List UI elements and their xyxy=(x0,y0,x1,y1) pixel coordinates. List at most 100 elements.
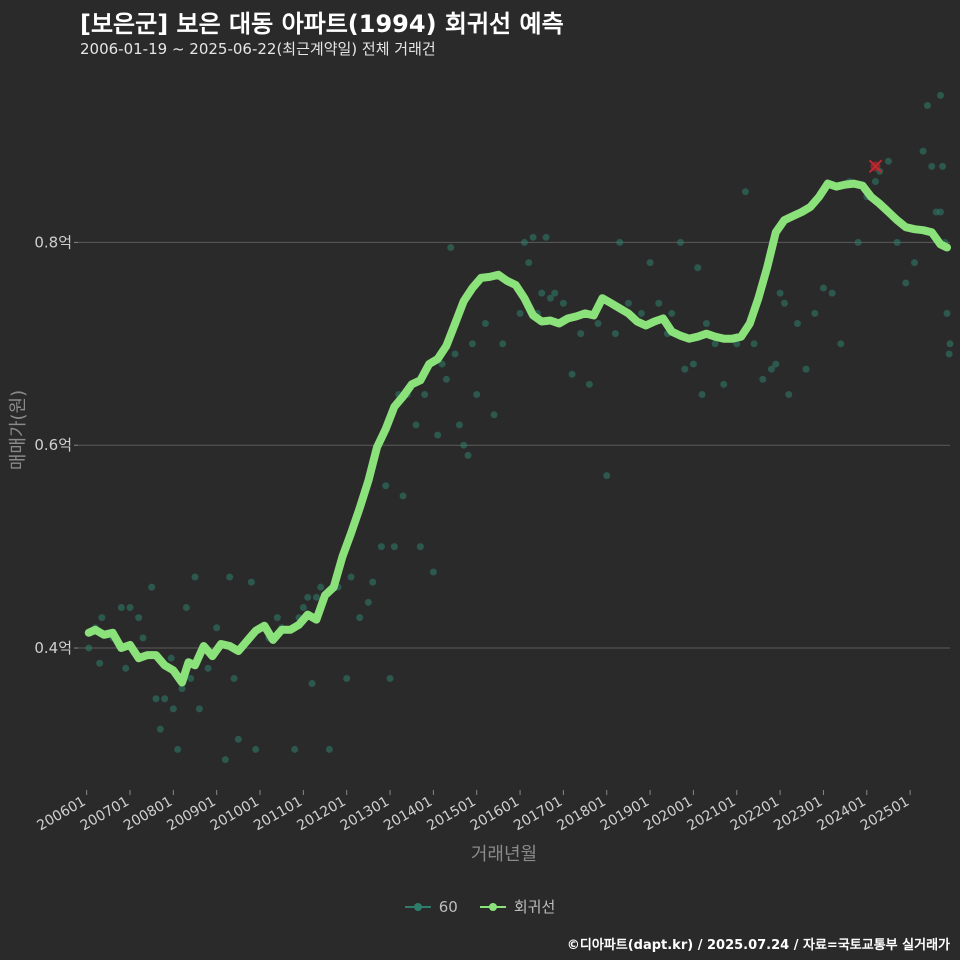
scatter-point xyxy=(252,745,260,753)
scatter-point xyxy=(416,543,424,551)
scatter-point xyxy=(386,674,394,682)
y-tick-label: 0.6억 xyxy=(34,436,72,454)
scatter-point xyxy=(412,421,420,429)
scatter-point xyxy=(182,603,190,611)
scatter-point xyxy=(542,233,550,241)
scatter-point xyxy=(85,644,93,652)
scatter-point xyxy=(273,614,281,622)
scatter-point xyxy=(98,614,106,622)
x-tick-label: 200801 xyxy=(121,794,175,835)
scatter-point xyxy=(676,238,684,246)
scatter-point xyxy=(473,391,481,399)
scatter-point xyxy=(299,603,307,611)
scatter-point xyxy=(668,309,676,317)
scatter-point xyxy=(234,735,242,743)
legend-key-icon xyxy=(479,899,506,915)
source-caption: ©디아파트(dapt.kr) / 2025.07.24 / 자료=국토교통부 실… xyxy=(566,938,950,953)
x-tick-label: 201201 xyxy=(294,794,348,835)
scatter-point xyxy=(720,380,728,388)
scatter-point xyxy=(460,441,468,449)
scatter-point xyxy=(520,238,528,246)
scatter-point xyxy=(312,593,320,601)
scatter-point xyxy=(945,350,953,358)
scatter-point xyxy=(490,411,498,419)
scatter-point xyxy=(646,259,654,267)
scatter-point xyxy=(594,320,602,328)
x-tick-label: 202301 xyxy=(771,794,825,835)
scatter-point xyxy=(702,320,710,328)
scatter-point xyxy=(585,380,593,388)
scatter-point xyxy=(854,238,862,246)
scatter-point xyxy=(204,664,212,672)
scatter-point xyxy=(741,188,749,196)
scatter-point xyxy=(767,365,775,373)
legend-item-60[interactable]: 60 xyxy=(404,896,458,917)
scatter-point xyxy=(161,695,169,703)
scatter-point xyxy=(538,289,546,297)
scatter-point xyxy=(871,178,879,186)
x-tick-label: 201501 xyxy=(424,794,478,835)
scatter-point xyxy=(529,233,537,241)
scatter-point xyxy=(178,685,186,693)
scatter-point xyxy=(438,360,446,368)
scatter-point xyxy=(750,340,758,348)
legend-label: 회귀선 xyxy=(513,898,556,916)
y-axis-title: 매매가(원) xyxy=(8,390,29,470)
scatter-point xyxy=(611,330,619,338)
scatter-point xyxy=(577,330,585,338)
scatter-point xyxy=(399,492,407,500)
legend-label: 60 xyxy=(438,897,458,916)
scatter-point xyxy=(516,309,524,317)
chart-title: [보은군] 보은 대동 아파트(1994) 회귀선 예측 xyxy=(80,10,564,38)
scatter-point xyxy=(525,259,533,267)
x-axis-title: 거래년월 xyxy=(471,844,537,865)
y-tick-label: 0.8억 xyxy=(34,233,72,251)
x-tick-label: 202001 xyxy=(641,794,695,835)
scatter-point xyxy=(893,238,901,246)
scatter-point xyxy=(152,695,160,703)
scatter-point xyxy=(421,391,429,399)
legend-item-regression[interactable]: 회귀선 xyxy=(479,896,556,917)
scatter-point xyxy=(325,745,333,753)
x-tick-label: 201701 xyxy=(511,794,565,835)
scatter-point xyxy=(167,654,175,662)
scatter-point xyxy=(195,705,203,713)
x-tick-label: 201001 xyxy=(208,794,262,835)
scatter-point xyxy=(148,583,156,591)
scatter-point xyxy=(884,157,892,165)
scatter-point xyxy=(616,238,624,246)
scatter-point xyxy=(802,365,810,373)
scatter-point xyxy=(369,578,377,586)
scatter-point xyxy=(187,674,195,682)
scatter-point xyxy=(317,583,325,591)
scatter-point xyxy=(174,745,182,753)
scatter-point xyxy=(902,279,910,287)
scatter-point xyxy=(226,573,234,581)
chart-subtitle: 2006-01-19 ~ 2025-06-22(최근계약일) 전체 거래건 xyxy=(80,40,436,58)
scatter-point xyxy=(221,756,229,764)
scatter-point xyxy=(442,375,450,383)
scatter-point xyxy=(711,340,719,348)
scatter-point xyxy=(624,299,632,307)
scatter-point xyxy=(191,573,199,581)
x-tick-label: 202101 xyxy=(684,794,738,835)
scatter-point xyxy=(689,360,697,368)
scatter-point xyxy=(117,603,125,611)
scatter-point xyxy=(464,451,472,459)
scatter-point xyxy=(919,147,927,155)
x-tick-label: 201901 xyxy=(598,794,652,835)
scatter-point xyxy=(481,320,489,328)
scatter-point xyxy=(546,294,554,302)
scatter-point xyxy=(780,299,788,307)
scatter-point xyxy=(447,243,455,251)
scatter-point xyxy=(603,472,611,480)
scatter-point xyxy=(776,289,784,297)
x-tick-label: 201101 xyxy=(251,794,305,835)
scatter-point xyxy=(343,674,351,682)
scatter-point xyxy=(936,208,944,216)
x-tick-label: 201801 xyxy=(554,794,608,835)
scatter-point xyxy=(364,598,372,606)
scatter-point xyxy=(819,284,827,292)
x-tick-label: 202201 xyxy=(728,794,782,835)
